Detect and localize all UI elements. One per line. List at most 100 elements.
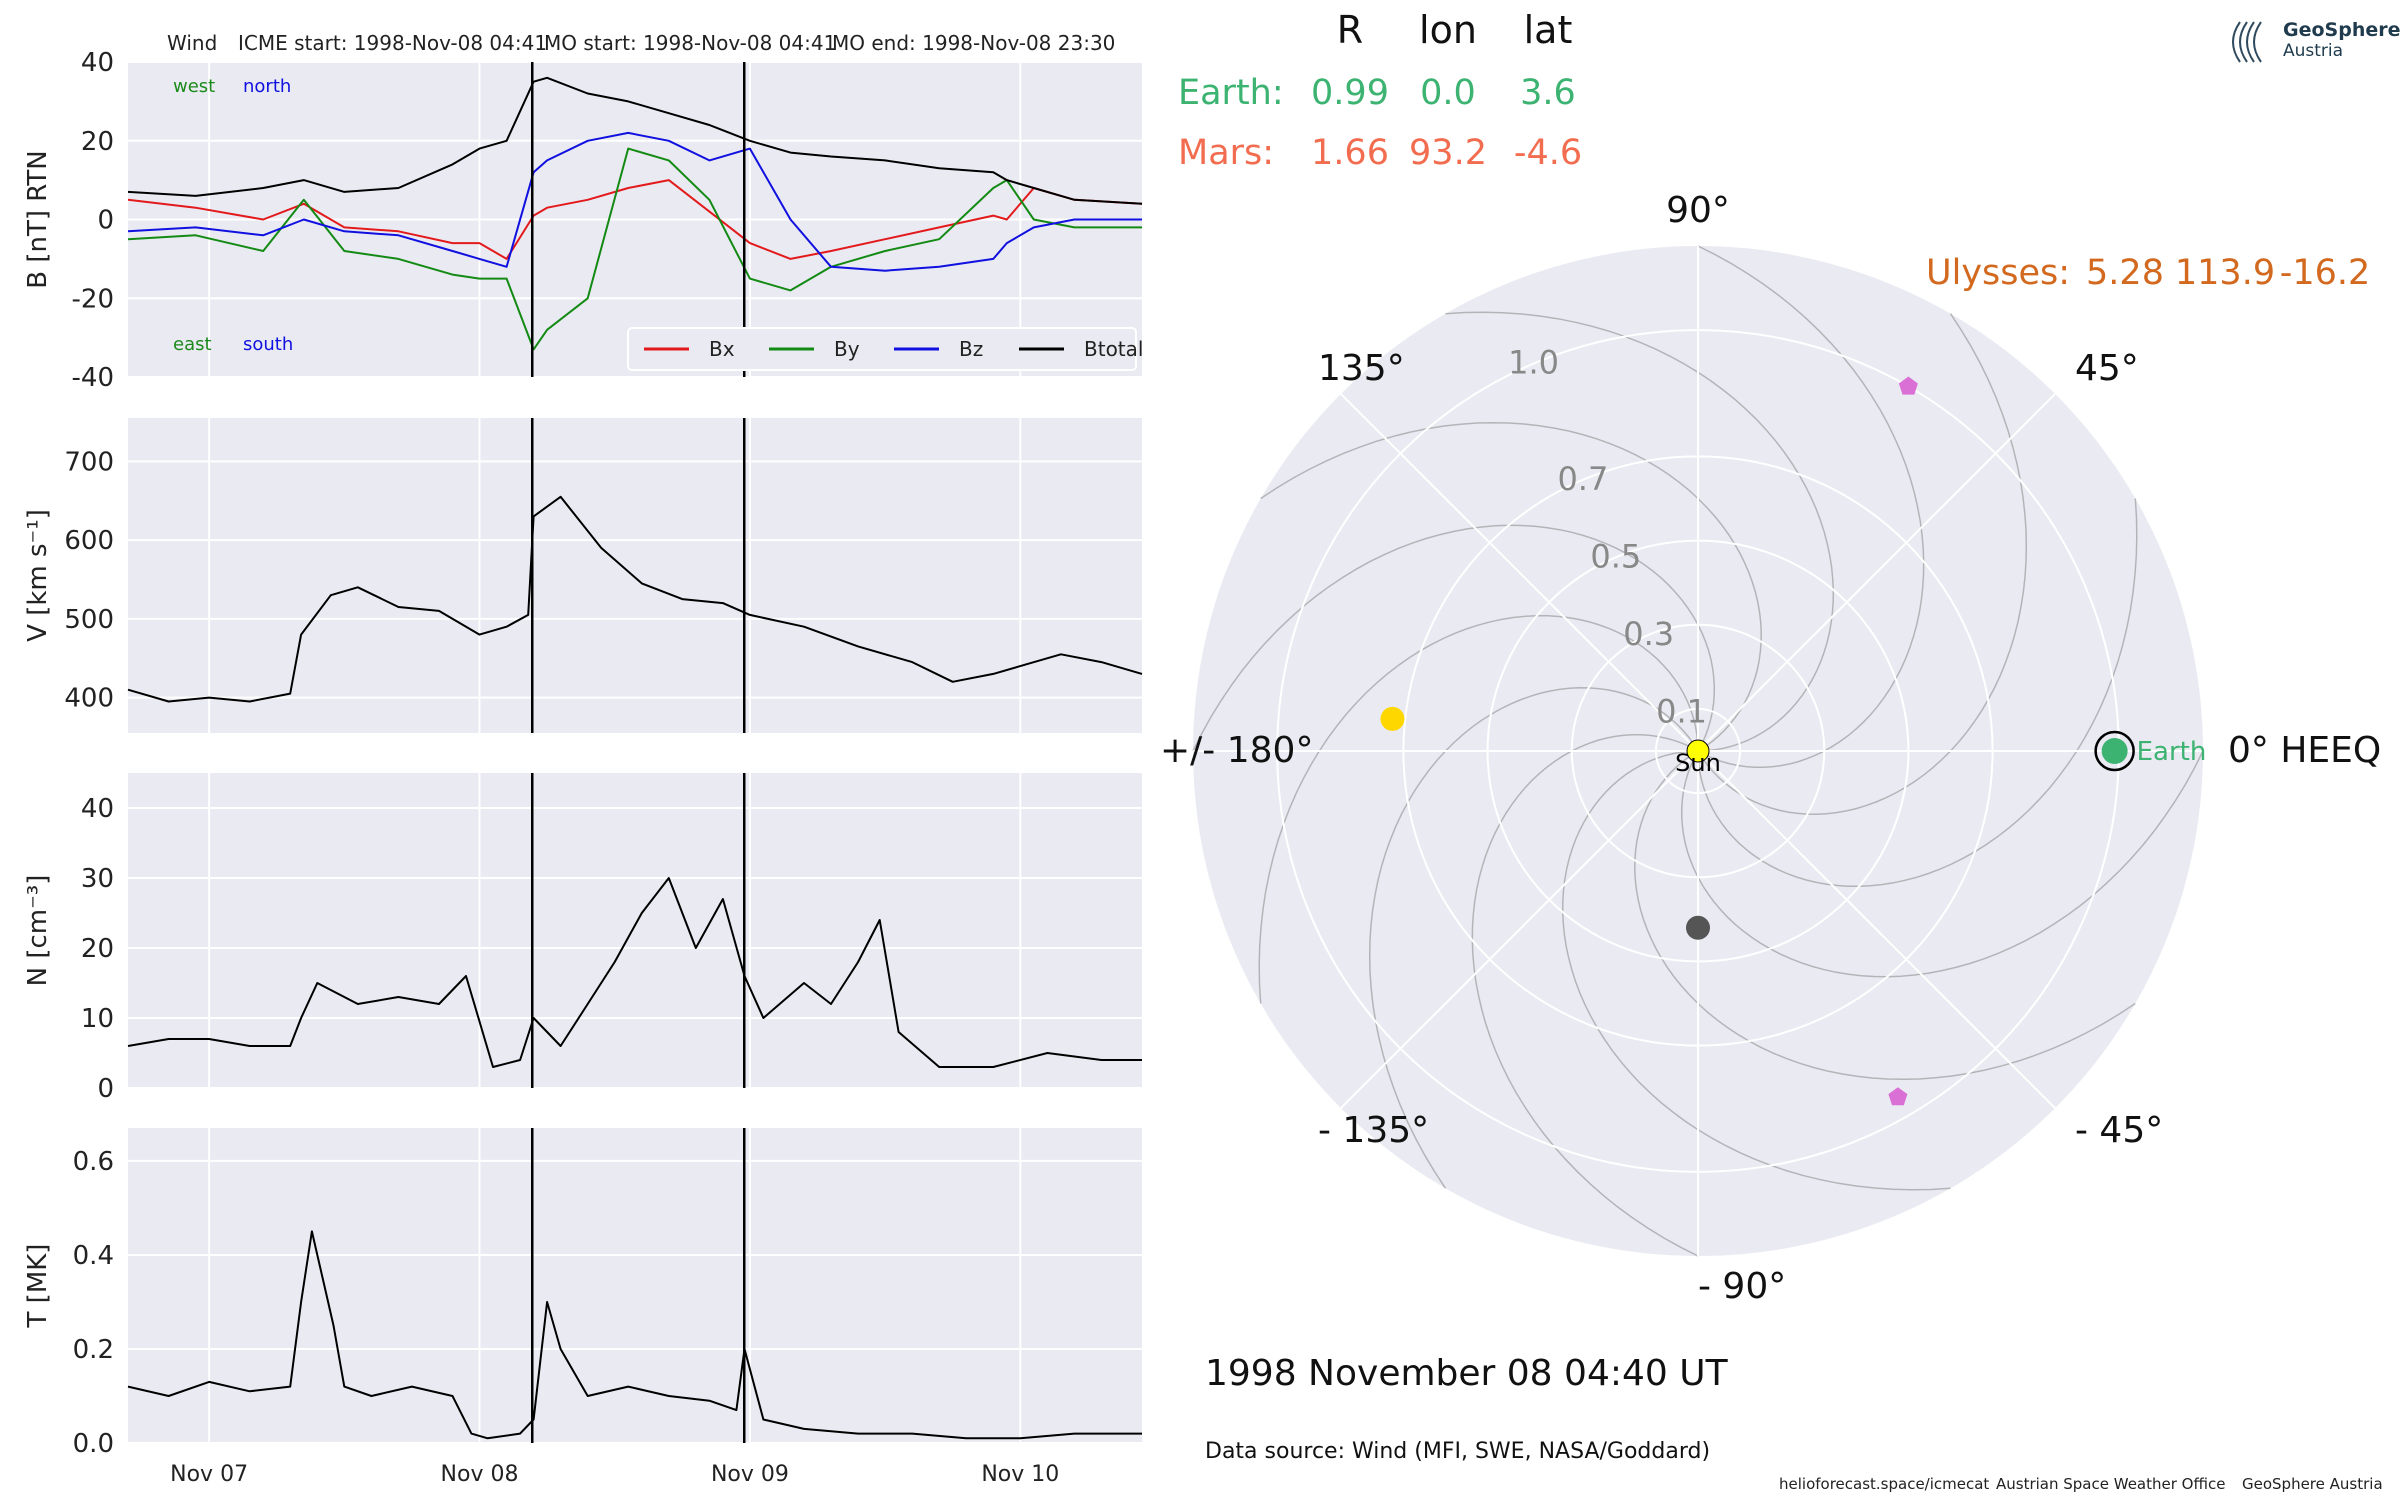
row-value: 1.66 [1311, 133, 1389, 173]
data-source: Data source: Wind (MFI, SWE, NASA/Goddar… [1205, 1439, 1710, 1464]
row-value: 3.6 [1520, 73, 1576, 113]
angular-grid-line [1697, 750, 2056, 1109]
direction-label-north: north [243, 76, 291, 97]
earth-label: Earth [2137, 737, 2207, 767]
y-tick-label: 500 [64, 605, 114, 635]
y-tick-label: 20 [81, 127, 114, 157]
y-tick-label: 0 [97, 206, 114, 236]
logo-wave-icon [2253, 21, 2262, 63]
row-value: -4.6 [1514, 133, 1582, 173]
y-tick-label: -40 [72, 363, 114, 393]
legend-label-bz: Bz [959, 337, 983, 361]
legend-label-btotal: Btotal [1084, 337, 1143, 361]
angular-grid-line [1697, 393, 2056, 752]
angle-label: - 135° [1318, 1110, 1429, 1151]
row-name: Mars: [1178, 133, 1274, 173]
ulysses-value: 113.9 [2175, 253, 2275, 293]
panel-magnetic_field: -40 -20 0 20 40 B [nT] RTN west north east south B… [23, 48, 1143, 393]
polar-plot: 0.1 0.3 0.5 0.7 1.0 0° HEEQ 45° 90° 135° +/- 180°… [1160, 190, 2381, 1307]
legend-label-bx: Bx [709, 337, 735, 361]
angle-label: 135° [1318, 348, 1405, 389]
ulysses-value: -16.2 [2280, 253, 2371, 293]
row-value: 0.99 [1311, 73, 1389, 113]
header-spacecraft: Wind [167, 31, 217, 55]
angular-grid-line [1340, 393, 1699, 752]
y-axis-label: T [MK] [23, 1244, 53, 1329]
series-v [127, 495, 1143, 703]
logo-wave-icon [2239, 21, 2248, 63]
series-by [127, 147, 1142, 351]
legend-box [627, 327, 1137, 371]
series-t [127, 1230, 1142, 1440]
panel-speed: 400 500 600 700 V [km s⁻¹] [23, 418, 1143, 733]
radial-tick-label: 0.3 [1623, 615, 1674, 653]
angle-label: - 45° [2075, 1110, 2163, 1151]
direction-label-west: west [173, 76, 215, 97]
y-tick-label: 20 [81, 934, 114, 964]
y-tick-label: 40 [81, 794, 114, 824]
panel-background [128, 1128, 1142, 1443]
y-tick-label: 0.0 [73, 1429, 114, 1459]
yellow-body-marker [1380, 706, 1405, 731]
y-tick-label: 0.2 [73, 1335, 114, 1365]
y-tick-label: 0.6 [73, 1147, 114, 1177]
series-bx [127, 179, 1143, 260]
x-tick-label: Nov 09 [711, 1462, 789, 1487]
y-tick-label: 400 [64, 684, 114, 714]
ulysses-name: Ulysses: [1926, 253, 2070, 293]
logo-subtitle: Austria [2283, 41, 2343, 61]
earth-marker-ring [2094, 730, 2135, 772]
header-icme-start: ICME start: 1998-Nov-08 04:41 [238, 31, 547, 55]
y-axis-label: B [nT] RTN [23, 150, 53, 289]
panel-background [128, 418, 1142, 733]
angle-label: +/- 180° [1160, 730, 1313, 771]
table-header-lat: lat [1524, 8, 1573, 52]
series-bz [127, 131, 1142, 272]
footer-text: GeoSphere Austria [2242, 1475, 2383, 1493]
header-mo-end: MO end: 1998-Nov-08 23:30 [832, 31, 1115, 55]
angular-grid-line [1340, 750, 1699, 1109]
y-tick-label: 600 [64, 526, 114, 556]
series-btotal [127, 76, 1143, 205]
legend-label-by: By [834, 337, 860, 361]
sun-label: Sun [1675, 749, 1721, 777]
radial-tick-label: 1.0 [1508, 344, 1559, 382]
x-tick-label: Nov 08 [441, 1462, 519, 1487]
panel-background [128, 773, 1142, 1088]
table-header-r: R [1337, 8, 1363, 52]
magenta-lower-marker [1888, 1087, 1908, 1106]
header-mo-start: MO start: 1998-Nov-08 04:41 [544, 31, 836, 55]
radial-tick-label: 0.7 [1557, 460, 1608, 498]
logo-wave-icon [2232, 21, 2241, 63]
x-tick-label: Nov 10 [981, 1462, 1059, 1487]
logo-name: GeoSphere [2283, 19, 2400, 41]
y-tick-label: 10 [81, 1004, 114, 1034]
y-axis-label: N [cm⁻³] [23, 875, 53, 987]
earth-marker [2101, 738, 2128, 764]
sun-marker [1686, 739, 1710, 763]
panel-density: 0 10 20 30 40 N [cm⁻³] [23, 773, 1142, 1104]
y-tick-label: 0.4 [73, 1241, 114, 1271]
angle-label: 45° [2075, 348, 2139, 389]
magenta-upper-marker [1898, 376, 1918, 395]
row-value: 93.2 [1409, 133, 1487, 173]
table-header-lon: lon [1419, 8, 1477, 52]
direction-label-south: south [243, 334, 293, 355]
angle-label: - 90° [1698, 1266, 1786, 1307]
y-tick-label: 40 [81, 48, 114, 78]
panel-temperature: 0.0 0.2 0.4 0.6 T [MK] Nov 07 Nov 08 Nov 09 Nov … [23, 1128, 1142, 1487]
y-tick-label: 30 [81, 864, 114, 894]
footer-text: Austrian Space Weather Office [1996, 1475, 2225, 1493]
y-axis-label: V [km s⁻¹] [23, 509, 53, 642]
y-tick-label: -20 [72, 284, 114, 314]
direction-label-east: east [173, 334, 212, 355]
x-tick-label: Nov 07 [170, 1462, 248, 1487]
row-name: Earth: [1178, 73, 1284, 113]
ulysses-value: 5.28 [2086, 253, 2164, 293]
footer-text: helioforecast.space/icmecat [1779, 1475, 1989, 1493]
row-value: 0.0 [1420, 73, 1476, 113]
angle-label: 0° HEEQ [2228, 730, 2381, 771]
